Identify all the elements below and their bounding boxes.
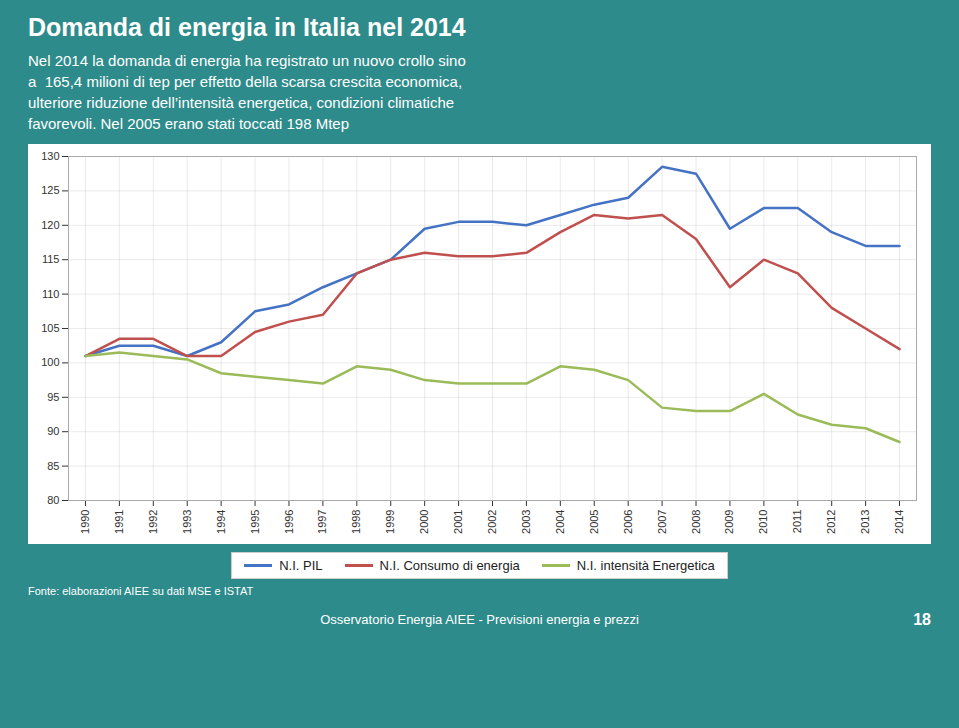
svg-text:2003: 2003 — [520, 510, 532, 534]
svg-text:2006: 2006 — [622, 510, 634, 534]
svg-text:1992: 1992 — [147, 510, 159, 534]
html-text:ulteriore riduzione dell’inten: ulteriore riduzione dell’intensità energ… — [28, 94, 455, 111]
svg-text:2001: 2001 — [452, 510, 464, 534]
svg-text:1991: 1991 — [113, 510, 125, 534]
svg-text:120: 120 — [41, 219, 59, 231]
svg-text:125: 125 — [41, 184, 59, 196]
svg-text:2002: 2002 — [486, 510, 498, 534]
html-text:favorevoli. Nel 2005 erano sta: favorevoli. Nel 2005 erano stati toccati… — [28, 115, 349, 132]
svg-text:2012: 2012 — [825, 510, 837, 534]
svg-text:1997: 1997 — [316, 510, 328, 534]
svg-text:1999: 1999 — [384, 510, 396, 534]
html-text:N.I. PIL: N.I. PIL — [279, 558, 323, 573]
html-text:Nel 2014 la domanda di energia: Nel 2014 la domanda di energia ha regist… — [28, 52, 466, 69]
html-text:Osservatorio Energia AIEE - Pr: Osservatorio Energia AIEE - Previsioni e… — [320, 612, 639, 627]
svg-text:1990: 1990 — [79, 510, 91, 534]
svg-text:1995: 1995 — [249, 510, 261, 534]
svg-text:2011: 2011 — [791, 510, 803, 534]
svg-text:1993: 1993 — [181, 510, 193, 534]
svg-text:2008: 2008 — [690, 510, 702, 534]
svg-text:2013: 2013 — [859, 510, 871, 534]
svg-text:95: 95 — [47, 391, 59, 403]
svg-text:115: 115 — [42, 253, 60, 265]
svg-text:2009: 2009 — [723, 510, 735, 534]
svg-text:2000: 2000 — [418, 510, 430, 534]
html-text:N.I. Consumo di energia: N.I. Consumo di energia — [379, 558, 520, 573]
svg-text:2014: 2014 — [893, 510, 905, 534]
svg-text:105: 105 — [41, 322, 59, 334]
svg-text:2010: 2010 — [757, 510, 769, 534]
svg-text:2004: 2004 — [554, 510, 566, 534]
svg-text:80: 80 — [47, 494, 59, 506]
svg-text:85: 85 — [47, 460, 59, 472]
html-text:a 165,4 milioni di tep per eff: a 165,4 milioni di tep per effetto della… — [28, 73, 463, 90]
html-text:N.I. intensità Energetica: N.I. intensità Energetica — [576, 558, 715, 573]
svg-text:1998: 1998 — [350, 510, 362, 534]
svg-text:110: 110 — [42, 288, 60, 300]
svg-text:130: 130 — [41, 150, 59, 162]
svg-text:90: 90 — [47, 425, 59, 437]
html-text:Domanda di energia in Italia n: Domanda di energia in Italia nel 2014 — [28, 13, 466, 41]
svg-text:100: 100 — [41, 356, 59, 368]
svg-text:2007: 2007 — [656, 510, 668, 534]
svg-text:1996: 1996 — [283, 510, 295, 534]
svg-text:2005: 2005 — [588, 510, 600, 534]
html-text:Fonte: elaborazioni AIEE su da: Fonte: elaborazioni AIEE su dati MSE e I… — [28, 585, 254, 597]
svg-text:1994: 1994 — [215, 510, 227, 534]
html-text:18: 18 — [913, 611, 931, 628]
